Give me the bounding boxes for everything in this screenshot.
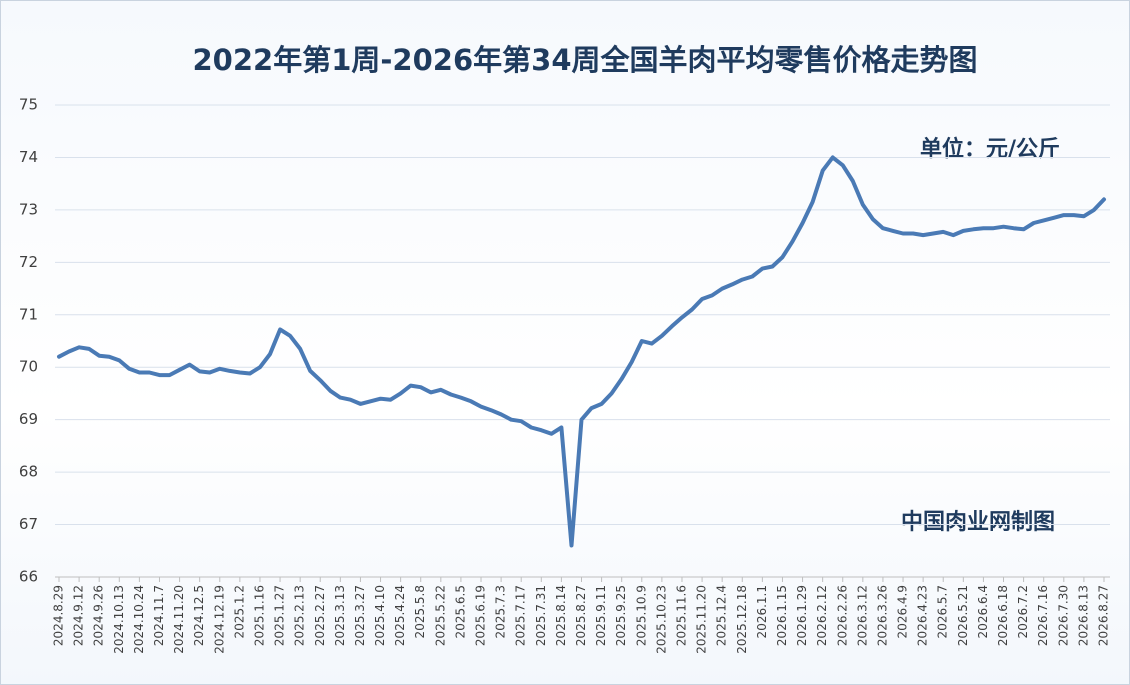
- x-tick-label: 2026.8.27: [1097, 585, 1111, 646]
- y-tick-label: 73: [19, 200, 38, 218]
- x-tick-label: 2025.10.9: [634, 585, 648, 646]
- chart-title: 2022年第1周-2026年第34周全国羊肉平均零售价格走势图: [193, 43, 978, 77]
- x-tick-label: 2024.10.24: [132, 585, 146, 654]
- x-tick-label: 2025.5.8: [413, 585, 427, 638]
- x-tick-label: 2026.4.23: [916, 585, 930, 646]
- x-tick-label: 2026.6.18: [996, 585, 1010, 646]
- source-annotation: 中国肉业网制图: [901, 510, 1055, 535]
- x-tick-label: 2025.7.3: [494, 585, 508, 638]
- x-tick-label: 2025.3.27: [353, 585, 367, 646]
- x-tick-label: 2024.12.5: [192, 585, 206, 646]
- x-tick-label: 2026.6.4: [976, 585, 990, 638]
- unit-annotation: 单位：元/公斤: [920, 136, 1060, 162]
- x-tick-label: 2025.1.2: [232, 585, 246, 638]
- x-tick-label: 2025.9.11: [594, 585, 608, 646]
- x-tick-label: 2026.3.12: [855, 585, 869, 646]
- x-tick-label: 2025.4.24: [393, 585, 407, 646]
- x-tick-label: 2026.2.12: [815, 585, 829, 646]
- x-tick-label: 2024.12.19: [212, 585, 226, 654]
- x-tick-label: 2025.2.27: [313, 585, 327, 646]
- x-tick-label: 2025.12.18: [735, 585, 749, 654]
- x-tick-label: 2025.5.22: [433, 585, 447, 646]
- x-tick-label: 2025.4.10: [373, 585, 387, 646]
- x-tick-label: 2024.11.20: [172, 585, 186, 654]
- x-tick-label: 2025.7.17: [514, 585, 528, 646]
- x-tick-label: 2025.6.5: [453, 585, 467, 638]
- y-tick-label: 66: [19, 568, 38, 586]
- x-tick-label: 2025.12.4: [715, 585, 729, 646]
- x-tick-label: 2024.8.29: [52, 585, 66, 646]
- x-tick-label: 2025.1.27: [273, 585, 287, 646]
- x-tick-label: 2026.8.13: [1076, 585, 1090, 646]
- x-tick-label: 2025.3.13: [333, 585, 347, 646]
- x-tick-label: 2026.7.16: [1036, 585, 1050, 646]
- x-tick-label: 2025.8.27: [574, 585, 588, 646]
- x-tick-label: 2024.9.12: [72, 585, 86, 646]
- x-tick-label: 2026.2.26: [835, 585, 849, 646]
- y-tick-label: 75: [19, 96, 38, 114]
- x-tick-label: 2026.7.2: [1016, 585, 1030, 638]
- y-tick-label: 72: [19, 253, 38, 271]
- x-tick-label: 2026.1.1: [755, 585, 769, 638]
- y-tick-label: 67: [19, 515, 38, 533]
- x-tick-label: 2025.9.25: [614, 585, 628, 646]
- x-tick-label: 2024.11.7: [152, 585, 166, 646]
- x-tick-label: 2026.1.29: [795, 585, 809, 646]
- y-tick-label: 70: [19, 358, 38, 376]
- x-tick-label: 2025.11.20: [695, 585, 709, 654]
- y-tick-label: 69: [19, 410, 38, 428]
- x-tick-label: 2025.10.23: [654, 585, 668, 654]
- x-tick-label: 2024.10.13: [112, 585, 126, 654]
- y-tick-label: 68: [19, 463, 38, 481]
- x-tick-label: 2026.4.9: [896, 585, 910, 638]
- y-tick-label: 74: [19, 148, 38, 166]
- x-tick-label: 2025.8.14: [554, 585, 568, 646]
- x-tick-label: 2025.7.31: [534, 585, 548, 646]
- x-tick-label: 2026.1.15: [775, 585, 789, 646]
- data-line: [57, 155, 1106, 548]
- x-tick-label: 2024.9.26: [92, 585, 106, 646]
- x-tick-label: 2025.11.6: [674, 585, 688, 646]
- y-tick-label: 71: [19, 305, 38, 323]
- x-tick-label: 2025.1.16: [252, 585, 266, 646]
- x-tick-label: 2025.6.19: [474, 585, 488, 646]
- x-tick-label: 2025.2.13: [293, 585, 307, 646]
- x-tick-label: 2026.3.26: [875, 585, 889, 646]
- x-tick-label: 2026.5.7: [936, 585, 950, 638]
- x-tick-label: 2026.7.30: [1056, 585, 1070, 646]
- x-tick-label: 2026.5.21: [956, 585, 970, 646]
